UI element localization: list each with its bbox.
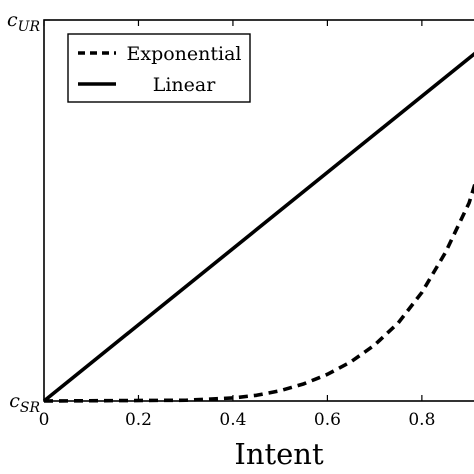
legend: Exponential Linear bbox=[67, 33, 251, 103]
legend-label-linear: Linear bbox=[153, 74, 217, 96]
x-tick-label: 0.6 bbox=[314, 410, 341, 430]
legend-box bbox=[67, 33, 251, 103]
x-tick-label: 0.2 bbox=[125, 410, 152, 430]
y-tick-label-sr: cSR bbox=[9, 390, 40, 416]
series-line-linear bbox=[42, 51, 474, 403]
series-layer bbox=[42, 51, 474, 403]
plot-frame bbox=[43, 19, 474, 402]
series-line-exponential bbox=[43, 181, 474, 403]
ticks-layer: 0 0.2 0.4 0.6 0.8 cSR cUR bbox=[7, 9, 435, 430]
x-tick-label: 0 bbox=[39, 410, 50, 430]
x-tick-label: 0.4 bbox=[219, 410, 246, 430]
x-tick-label: 0.8 bbox=[408, 410, 435, 430]
x-axis-title: Intent bbox=[234, 437, 324, 471]
y-tick-label-ur: cUR bbox=[7, 9, 40, 35]
legend-label-exponential: Exponential bbox=[126, 43, 241, 65]
